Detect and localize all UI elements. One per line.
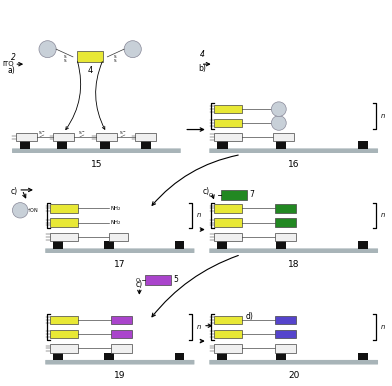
Bar (214, 105, 242, 113)
Bar (104, 353, 114, 360)
Bar (53, 353, 63, 360)
Bar (53, 241, 63, 249)
Text: 2: 2 (11, 53, 16, 62)
Bar (275, 316, 296, 324)
Bar (49, 233, 78, 241)
Bar (358, 241, 368, 249)
Bar (104, 241, 114, 249)
Bar (16, 133, 36, 141)
Bar (214, 330, 242, 339)
Text: d): d) (246, 312, 254, 321)
Text: 18: 18 (288, 259, 299, 269)
Bar (100, 141, 110, 149)
Bar (273, 133, 294, 141)
Bar (49, 316, 78, 324)
Bar (49, 344, 78, 353)
Text: ITO: ITO (3, 61, 14, 67)
Bar (111, 330, 132, 339)
Text: $\mathregular{S^-}$: $\mathregular{S^-}$ (119, 129, 127, 136)
Text: 16: 16 (288, 159, 299, 169)
Text: $\mathregular{O}$: $\mathregular{O}$ (135, 276, 141, 284)
Text: 19: 19 (114, 371, 125, 380)
Bar (20, 141, 30, 149)
Bar (174, 353, 184, 360)
Text: $\mathregular{NH_2}$: $\mathregular{NH_2}$ (110, 204, 122, 213)
Bar (214, 133, 242, 141)
Bar (214, 344, 242, 353)
FancyBboxPatch shape (209, 248, 378, 253)
Bar (53, 133, 74, 141)
Bar (276, 141, 286, 149)
Text: $_n$: $_n$ (379, 111, 385, 121)
Text: $_n$: $_n$ (379, 210, 385, 220)
Bar (49, 218, 78, 227)
Bar (109, 233, 129, 241)
Bar (276, 241, 286, 249)
Bar (49, 330, 78, 339)
Bar (214, 119, 242, 127)
Bar (275, 218, 296, 227)
Bar (218, 141, 228, 149)
Bar (275, 330, 296, 339)
Text: $_n$: $_n$ (196, 210, 202, 220)
Text: $\mathregular{O}$: $\mathregular{O}$ (209, 191, 214, 199)
Circle shape (124, 41, 141, 58)
Text: S
S: S S (114, 55, 116, 63)
Text: 17: 17 (114, 259, 125, 269)
FancyBboxPatch shape (209, 148, 378, 153)
Bar (275, 204, 296, 213)
Bar (358, 141, 368, 149)
Text: 4: 4 (87, 66, 93, 75)
Bar (145, 275, 171, 285)
Bar (96, 133, 117, 141)
Text: $_n$: $_n$ (379, 322, 385, 332)
Text: 4: 4 (200, 50, 205, 59)
Text: 15: 15 (91, 159, 102, 169)
FancyBboxPatch shape (12, 148, 181, 153)
Bar (221, 190, 247, 200)
Bar (214, 233, 242, 241)
Bar (136, 133, 156, 141)
Text: c): c) (202, 186, 209, 196)
Bar (49, 204, 78, 213)
Bar (218, 241, 227, 249)
Text: $_n$: $_n$ (196, 322, 202, 332)
Bar (275, 233, 296, 241)
Bar (218, 353, 227, 360)
Circle shape (13, 203, 28, 218)
Bar (57, 141, 67, 149)
Bar (275, 344, 296, 353)
Text: 20: 20 (288, 371, 299, 380)
FancyBboxPatch shape (45, 248, 194, 253)
FancyBboxPatch shape (45, 360, 194, 364)
Text: a): a) (8, 66, 15, 75)
Text: c): c) (11, 186, 18, 196)
Text: S
S: S S (64, 55, 67, 63)
Text: $\mathregular{S^-}$: $\mathregular{S^-}$ (38, 129, 46, 136)
Bar (214, 218, 242, 227)
Text: 7: 7 (249, 190, 254, 200)
Text: c): c) (136, 280, 143, 289)
Text: b): b) (199, 64, 207, 73)
Text: 5: 5 (173, 276, 178, 284)
Text: $\mathregular{NH_2}$: $\mathregular{NH_2}$ (110, 218, 122, 227)
Bar (77, 51, 103, 62)
Bar (111, 316, 132, 324)
Bar (214, 204, 242, 213)
Text: $\mathregular{HON}$: $\mathregular{HON}$ (26, 206, 39, 214)
Bar (358, 353, 368, 360)
Bar (174, 241, 184, 249)
Bar (141, 141, 151, 149)
Circle shape (271, 116, 286, 130)
Text: $\mathregular{S^-}$: $\mathregular{S^-}$ (78, 129, 86, 136)
Bar (214, 316, 242, 324)
Circle shape (39, 41, 56, 58)
Bar (276, 353, 286, 360)
FancyBboxPatch shape (209, 360, 378, 364)
Bar (111, 344, 132, 353)
Circle shape (271, 102, 286, 117)
